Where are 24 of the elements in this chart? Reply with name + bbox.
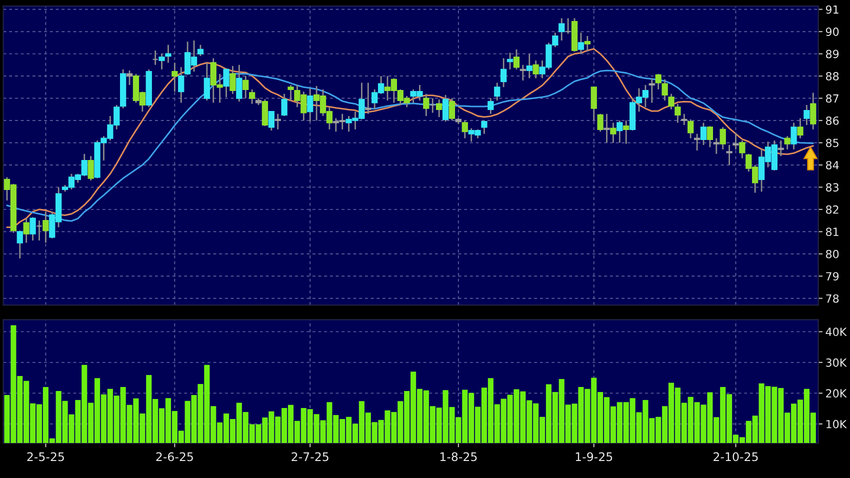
x-tick-label: 2-6-25 [156,452,193,462]
y-tick-label: 78 [826,294,839,303]
y-tick-label: 80 [826,250,839,258]
y-tick-label: 20K [826,389,847,398]
y-tick-label: 40K [826,328,847,336]
y-tick-label: 81 [826,228,838,236]
x-tick-label: 1-9-25 [576,452,612,462]
y-tick-label: 79 [826,272,839,280]
y-tick-label: 84 [826,160,839,170]
x-tick-label: 2-7-25 [292,452,328,462]
y-tick-label: 83 [826,183,838,192]
y-tick-label: 91 [826,5,838,14]
y-tick-label: 10K [826,420,847,428]
y-tick-label: 89 [826,50,839,58]
y-tick-label: 85 [826,138,838,148]
y-tick-label: 86 [826,116,839,125]
y-tick-label: 88 [826,72,839,80]
y-tick-label: 82 [826,205,838,214]
y-tick-label: 87 [826,94,838,103]
y-tick-label: 30K [826,358,847,367]
x-tick-label: 2-10-25 [714,452,758,462]
y-tick-label: 90 [826,28,839,36]
x-tick-label: 2-5-25 [27,452,64,462]
x-tick-label: 1-8-25 [440,452,477,462]
